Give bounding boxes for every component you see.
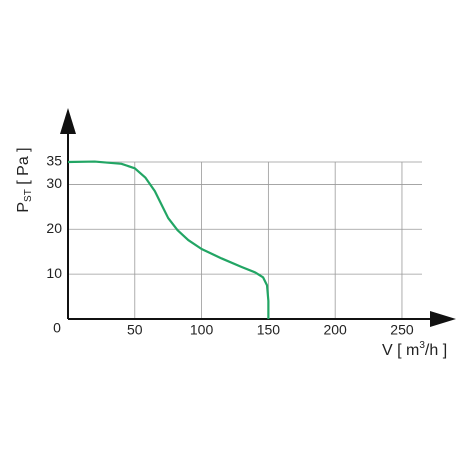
x-tick-label: 50 [127,322,143,338]
y-axis-label: PST [ Pa ] [15,147,33,212]
y-axis-arrow [60,108,76,134]
y-label-rest: [ Pa ] [15,147,32,189]
x-label-main: V [ m [382,342,419,359]
y-label-sub: ST [23,189,34,202]
y-tick-label: 30 [46,175,62,191]
x-label-sup: 3 [419,340,425,351]
x-tick-label: 150 [257,322,281,338]
x-tick-label: 200 [323,322,347,338]
x-axis-arrow [430,311,456,327]
x-tick-label: 100 [190,322,214,338]
fan-curve [67,160,270,319]
y-tick-label: 20 [46,220,62,236]
y-label-main: P [15,202,32,213]
origin-label: 0 [53,320,61,336]
x-tick-label: 250 [390,322,414,338]
x-label-rest: /h ] [425,342,447,359]
y-tick-label: 35 [46,153,62,169]
y-tick-label: 10 [46,265,62,281]
x-axis-label: V [ m3/h ] [382,340,447,360]
